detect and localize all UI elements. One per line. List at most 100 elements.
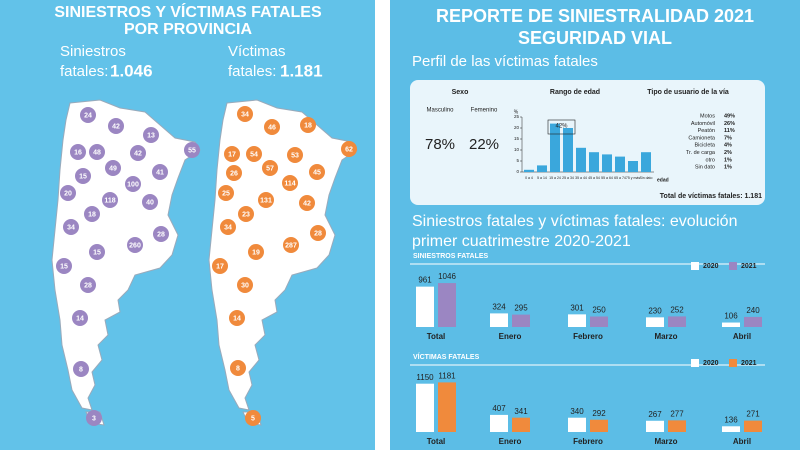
bubble-label: 24 — [84, 112, 92, 119]
user-type: Motos — [700, 113, 715, 119]
bubble-label: 28 — [314, 230, 322, 237]
bubble-label: 15 — [93, 249, 101, 256]
value-label: 267 — [648, 410, 662, 419]
bubble-label: 34 — [224, 224, 232, 231]
value-label: 250 — [592, 306, 606, 315]
card-title: Rango de edad — [550, 89, 600, 96]
value-label: 240 — [746, 306, 760, 315]
user-type: Peatón — [698, 128, 715, 134]
x-tick-label: 45 a 54 — [588, 176, 600, 180]
bubble-label: 114 — [284, 180, 295, 187]
user-value: 7% — [724, 135, 732, 141]
bubble-label: 34 — [241, 111, 249, 118]
bar — [641, 152, 651, 172]
province-bubble — [262, 160, 278, 176]
province-bubble — [73, 361, 89, 377]
province-bubble — [84, 206, 100, 222]
x-tick-label: 25 a 34 — [562, 176, 574, 180]
province-bubble — [105, 160, 121, 176]
province-bubble — [224, 146, 240, 162]
bubble-label: 45 — [313, 169, 321, 176]
title: SEGURIDAD VIAL — [518, 28, 672, 48]
right-panel — [390, 0, 800, 450]
bubble-label: 25 — [222, 190, 230, 197]
bar — [576, 147, 586, 172]
bar — [416, 383, 434, 432]
profile-card — [410, 80, 765, 205]
province-bubble — [230, 360, 246, 376]
bar — [628, 161, 638, 172]
title: REPORTE DE SINIESTRALIDAD 2021 — [436, 6, 754, 26]
bar — [568, 417, 586, 432]
province-bubble — [299, 195, 315, 211]
bubble-label: 42 — [303, 200, 311, 207]
user-type: Bicicleta — [695, 143, 716, 149]
value-label: 277 — [670, 409, 684, 418]
bar — [568, 314, 586, 327]
value-label: 341 — [514, 407, 528, 416]
legend-swatch — [691, 262, 699, 270]
bar — [438, 283, 456, 327]
user-type: Camioneta — [688, 135, 716, 141]
province-bubble — [283, 237, 299, 253]
x-tick-label: 35 a 44 — [575, 176, 587, 180]
total-label: Total de víctimas fatales: 1.181 — [660, 193, 762, 200]
bubble-label: 14 — [233, 315, 241, 322]
province-bubble — [226, 165, 242, 181]
legend-label: 2020 — [703, 360, 719, 367]
province-bubble — [130, 145, 146, 161]
bubble-label: 18 — [304, 122, 312, 129]
province-bubble — [246, 146, 262, 162]
province-bubble — [108, 118, 124, 134]
province-bubble — [86, 410, 102, 426]
y-tick-label: 5 — [516, 158, 519, 163]
bar — [490, 414, 508, 432]
province-bubble — [142, 194, 158, 210]
chart-title: VÍCTIMAS FATALES — [413, 352, 480, 361]
province-bubble — [184, 142, 200, 158]
bubble-label: 19 — [252, 249, 260, 256]
bubble-label: 5 — [251, 415, 255, 422]
x-tick-label: 65 a 74 — [614, 176, 626, 180]
province-bubble — [258, 192, 274, 208]
value-label: 961 — [418, 276, 432, 285]
value-label: 340 — [570, 407, 584, 416]
value-label: 301 — [570, 303, 584, 312]
bar — [722, 426, 740, 432]
bar — [646, 317, 664, 327]
province-bubble — [287, 147, 303, 163]
annotation: 42% — [555, 124, 568, 130]
province-bubble — [89, 244, 105, 260]
bubble-label: 15 — [60, 263, 68, 270]
province-bubble — [238, 206, 254, 222]
bubble-label: 20 — [64, 190, 72, 197]
province-bubble — [143, 127, 159, 143]
bubble-label: 100 — [127, 181, 139, 188]
province-bubble — [72, 310, 88, 326]
bubble-label: 57 — [266, 165, 274, 172]
x-tick-label: Marzo — [654, 437, 677, 446]
province-bubble — [309, 164, 325, 180]
bubble-label: 118 — [104, 197, 115, 204]
value-label: 1046 — [438, 272, 456, 281]
bubble-label: 17 — [216, 263, 224, 270]
province-bubble — [218, 185, 234, 201]
legend-swatch — [729, 262, 737, 270]
value-label: 324 — [492, 303, 506, 312]
bar — [589, 152, 599, 172]
bar — [590, 419, 608, 432]
user-value: 2% — [724, 150, 732, 156]
y-tick-label: 10 — [514, 147, 520, 152]
chart-title: SINIESTROS FATALES — [413, 253, 489, 260]
bar — [668, 316, 686, 327]
bar — [602, 154, 612, 172]
province-bubble — [60, 185, 76, 201]
bar — [490, 313, 508, 327]
user-value: 49% — [724, 113, 735, 119]
province-bubble — [248, 244, 264, 260]
sex-value: 22% — [469, 136, 499, 153]
province-bubble — [56, 258, 72, 274]
value-label: 407 — [492, 404, 506, 413]
x-tick-label: Febrero — [573, 332, 603, 341]
